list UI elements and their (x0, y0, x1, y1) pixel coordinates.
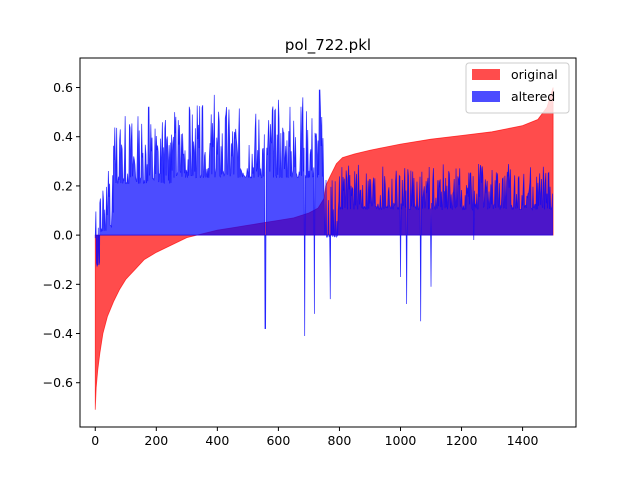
x-tick-label: 1000 (385, 433, 417, 448)
y-tick-label: −0.6 (43, 375, 73, 390)
chart-title: pol_722.pkl (285, 36, 371, 55)
legend-swatch-original (472, 69, 500, 80)
y-tick-label: 0.4 (53, 129, 73, 144)
y-tick-label: −0.4 (43, 326, 73, 341)
axes-frame (79, 57, 577, 428)
legend-swatch-altered (472, 91, 500, 102)
y-axis: −0.6 −0.4 −0.2 0.0 0.2 0.4 0.6 (43, 80, 80, 390)
y-tick-label: 0.6 (53, 80, 73, 95)
y-tick-label: 0.0 (53, 228, 73, 243)
legend-label-original: original (511, 67, 558, 82)
x-tick-label: 200 (144, 433, 168, 448)
plot-area (94, 87, 554, 410)
x-tick-label: 1200 (446, 433, 478, 448)
x-tick-label: 400 (205, 433, 229, 448)
y-tick-label: −0.2 (43, 277, 73, 292)
x-axis: 0 200 400 600 800 1000 1200 1400 (91, 427, 539, 448)
series-original-area (94, 87, 554, 410)
legend: original altered (465, 62, 570, 114)
x-tick-label: 0 (91, 433, 99, 448)
legend-label-altered: altered (511, 89, 555, 104)
series-altered-area (94, 89, 553, 336)
y-tick-label: 0.2 (53, 178, 73, 193)
x-tick-label: 600 (266, 433, 290, 448)
x-tick-label: 1400 (507, 433, 539, 448)
x-tick-label: 800 (328, 433, 352, 448)
